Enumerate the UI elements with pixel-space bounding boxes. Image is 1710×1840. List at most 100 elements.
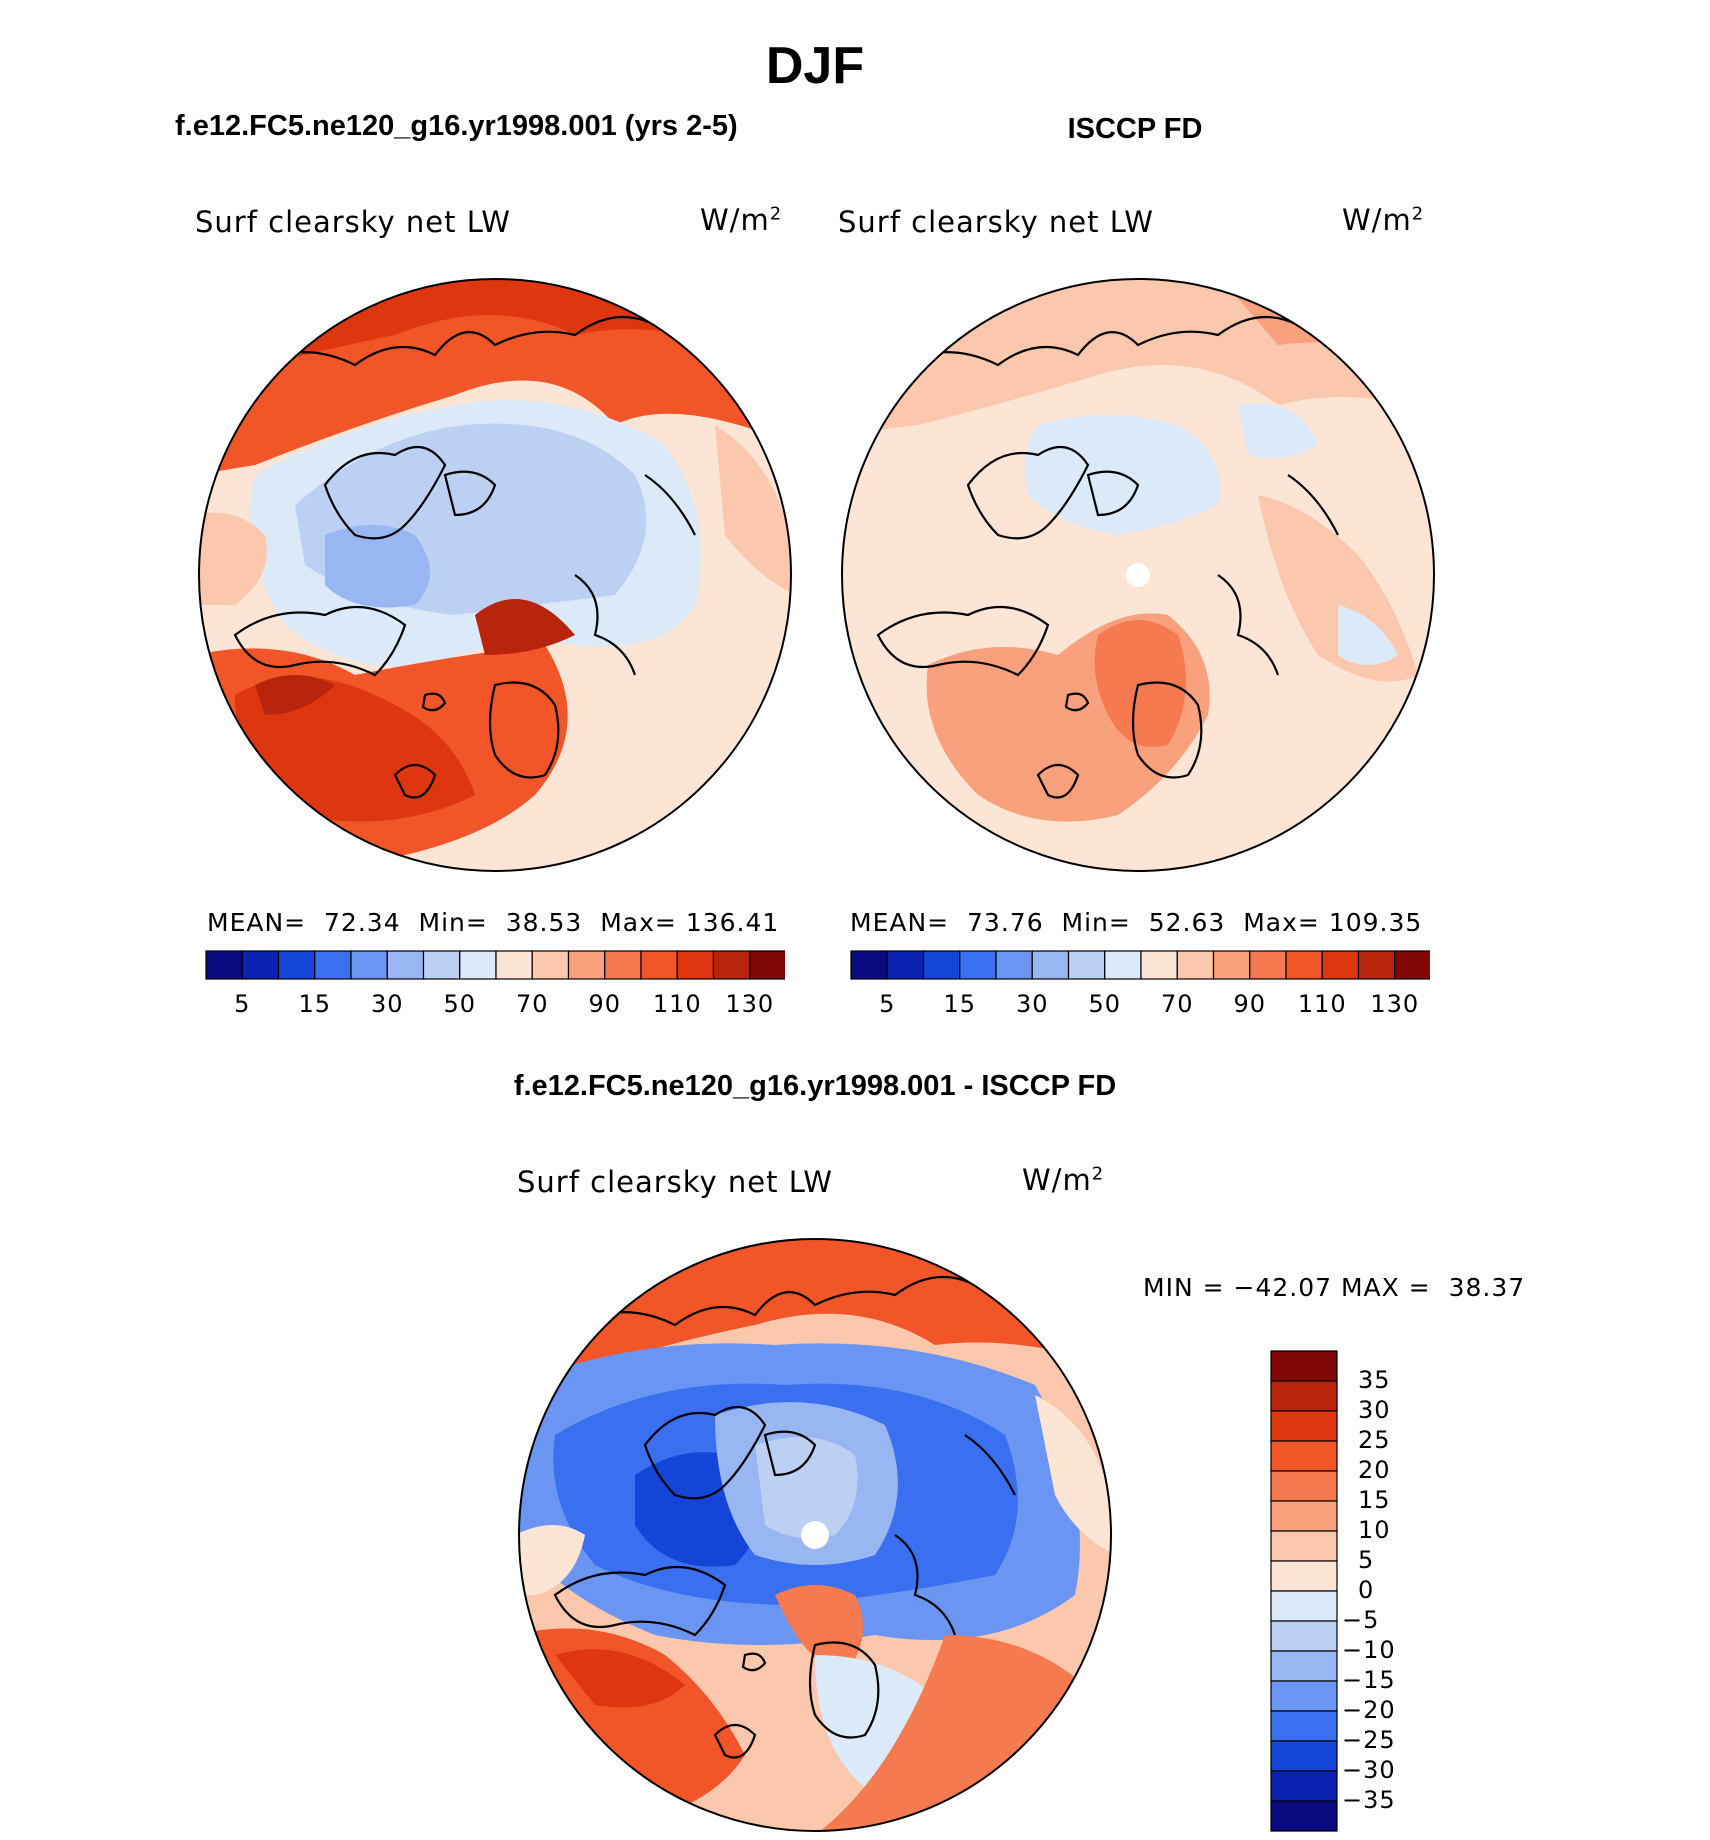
colorbar-diff-tick-label: 5 <box>1358 1546 1375 1574</box>
colorbar-right-tick-label: 5 <box>879 990 896 1018</box>
colorbar-diff-swatch <box>1270 1560 1338 1592</box>
colorbar-left-swatch <box>640 950 678 980</box>
colorbar-left-tick-label: 130 <box>725 990 775 1018</box>
colorbar-right-swatch <box>1176 950 1215 980</box>
colorbar-diff-swatch <box>1270 1740 1338 1772</box>
colorbar-diff-tick-label: 25 <box>1358 1426 1391 1454</box>
colorbar-right-ticks: 5 15 30 50 70 90 110 130 <box>850 990 1430 1024</box>
colorbar-left-swatch <box>422 950 461 980</box>
colorbar-diff-tick-label: −15 <box>1342 1666 1396 1694</box>
colorbar-left-swatch <box>676 950 715 980</box>
colorbar-right-swatch <box>1321 950 1360 980</box>
colorbar-left-tick-label: 30 <box>370 990 404 1018</box>
colorbar-right-swatch <box>850 950 888 980</box>
colorbar-left-tick-label: 70 <box>515 990 549 1018</box>
colorbar-diff-swatch <box>1270 1590 1338 1622</box>
panel-right-subtitle: ISCCP FD <box>1067 113 1203 145</box>
colorbar-left-swatch <box>386 950 425 980</box>
colorbar-right-swatch <box>1212 950 1251 980</box>
colorbar-diff-tick-label: 20 <box>1358 1456 1391 1484</box>
panel-right-variable: Surf clearsky net LW <box>838 205 1154 239</box>
colorbar-left-swatch <box>712 950 751 980</box>
colorbar-left-swatch <box>350 950 388 980</box>
colorbar-diff-tick-label: −5 <box>1342 1606 1380 1634</box>
colorbar-right-tick-label: 15 <box>943 990 977 1018</box>
colorbar-left-swatch <box>749 950 785 980</box>
colorbar-left-swatch <box>314 950 352 980</box>
diff-panel-variable: Surf clearsky net LW <box>517 1165 833 1199</box>
panel-left-units: W/m2 <box>700 203 783 237</box>
colorbar-diff-swatch <box>1270 1500 1338 1532</box>
colorbar-left-swatch <box>604 950 642 980</box>
panel-right-stats: MEAN= 73.76 Min= 52.63 Max= 109.35 <box>850 908 1423 937</box>
colorbar-diff-swatch <box>1270 1470 1338 1502</box>
colorbar-left-tick-label: 50 <box>443 990 477 1018</box>
colorbar-left-tick-label: 110 <box>652 990 702 1018</box>
colorbar-right-tick-label: 30 <box>1015 990 1049 1018</box>
colorbar-diff-ticks: 35 30 25 20 15 10 5 0 −5 −10 −15 −20 −25 −30 −35 <box>1342 1350 1450 1832</box>
colorbar-right <box>850 950 1430 980</box>
colorbar-right-tick-label: 130 <box>1370 990 1420 1018</box>
colorbar-diff-tick-label: −25 <box>1342 1726 1396 1754</box>
colorbar-left-swatch <box>531 950 570 980</box>
colorbar-right-swatch <box>922 950 961 980</box>
colorbar-left-swatch <box>567 950 606 980</box>
polar-map-model <box>198 278 792 872</box>
colorbar-left-swatch <box>459 950 497 980</box>
colorbar-diff-tick-label: 15 <box>1358 1486 1391 1514</box>
colorbar-diff-tick-label: −30 <box>1342 1756 1396 1784</box>
colorbar-diff-tick-label: 35 <box>1358 1366 1391 1394</box>
colorbar-right-tick-label: 110 <box>1297 990 1347 1018</box>
colorbar-right-swatch <box>1140 950 1178 980</box>
colorbar-right-swatch <box>1357 950 1396 980</box>
colorbar-diff-swatch <box>1270 1530 1338 1562</box>
panel-left-subtitle: f.e12.FC5.ne120_g16.yr1998.001 (yrs 2-5) <box>175 110 738 142</box>
colorbar-left <box>205 950 785 980</box>
colorbar-left-swatch <box>205 950 243 980</box>
panel-left-variable: Surf clearsky net LW <box>195 205 511 239</box>
colorbar-right-tick-label: 50 <box>1088 990 1122 1018</box>
colorbar-diff-swatch <box>1270 1710 1338 1742</box>
diff-panel-subtitle: f.e12.FC5.ne120_g16.yr1998.001 - ISCCP F… <box>513 1070 1117 1102</box>
colorbar-left-tick-label: 90 <box>588 990 622 1018</box>
colorbar-left-swatch <box>495 950 533 980</box>
colorbar-diff-swatch <box>1270 1680 1338 1712</box>
colorbar-diff-tick-label: 30 <box>1358 1396 1391 1424</box>
colorbar-diff-swatch <box>1270 1650 1338 1682</box>
panel-right-units: W/m2 <box>1342 203 1425 237</box>
colorbar-diff-swatch <box>1270 1380 1338 1412</box>
colorbar-right-swatch <box>1394 950 1430 980</box>
colorbar-right-swatch <box>1031 950 1070 980</box>
colorbar-right-swatch <box>1067 950 1106 980</box>
diff-minmax: MIN = −42.07 MAX = 38.37 <box>1143 1273 1526 1302</box>
colorbar-left-swatch <box>241 950 280 980</box>
colorbar-right-swatch <box>886 950 925 980</box>
colorbar-right-tick-label: 90 <box>1233 990 1267 1018</box>
colorbar-diff-swatch <box>1270 1620 1338 1652</box>
polar-map-isccp <box>841 278 1435 872</box>
colorbar-right-swatch <box>959 950 997 980</box>
colorbar-left-tick-label: 5 <box>234 990 251 1018</box>
colorbar-diff-tick-label: −35 <box>1342 1786 1396 1814</box>
figure-title: DJF <box>765 37 865 95</box>
panel-left-stats: MEAN= 72.34 Min= 38.53 Max= 136.41 <box>207 908 780 937</box>
diff-panel-units: W/m2 <box>1022 1163 1105 1197</box>
colorbar-right-swatch <box>1249 950 1287 980</box>
colorbar-right-tick-label: 70 <box>1160 990 1194 1018</box>
colorbar-left-ticks: 5 15 30 50 70 90 110 130 <box>205 990 785 1024</box>
colorbar-diff-swatch <box>1270 1770 1338 1802</box>
colorbar-diff <box>1270 1350 1338 1832</box>
colorbar-left-swatch <box>277 950 316 980</box>
colorbar-diff-tick-label: −10 <box>1342 1636 1396 1664</box>
colorbar-diff-tick-label: 0 <box>1358 1576 1375 1604</box>
colorbar-diff-swatch <box>1270 1350 1338 1382</box>
colorbar-diff-swatch <box>1270 1440 1338 1472</box>
colorbar-right-swatch <box>995 950 1033 980</box>
polar-map-difference <box>518 1238 1112 1832</box>
colorbar-diff-tick-label: −20 <box>1342 1696 1396 1724</box>
colorbar-diff-tick-label: 10 <box>1358 1516 1391 1544</box>
colorbar-right-swatch <box>1285 950 1323 980</box>
colorbar-left-tick-label: 15 <box>298 990 332 1018</box>
colorbar-diff-swatch <box>1270 1410 1338 1442</box>
colorbar-diff-swatch <box>1270 1800 1338 1832</box>
